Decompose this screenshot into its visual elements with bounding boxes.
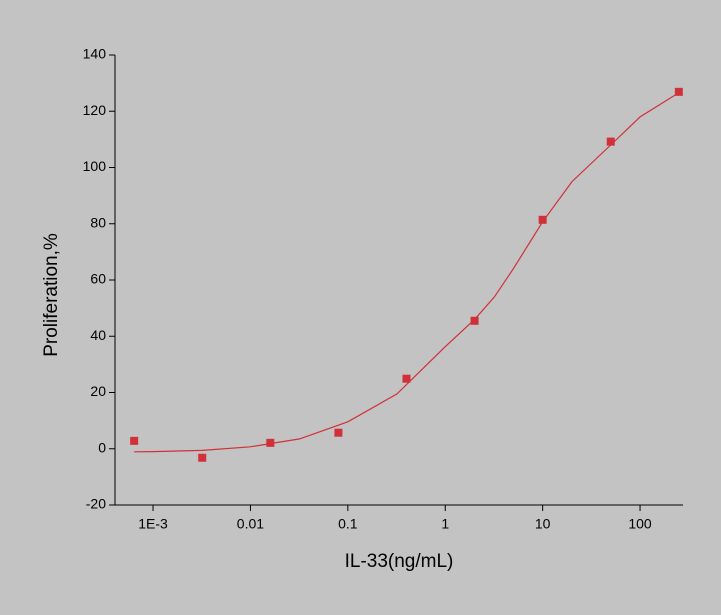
y-tick-label: 100 — [83, 158, 107, 174]
x-tick-label: 0.1 — [338, 516, 358, 532]
y-tick-label: 0 — [98, 439, 106, 455]
data-point — [674, 87, 683, 96]
y-tick-label: 80 — [90, 214, 106, 230]
x-axis-title: IL-33(ng/mL) — [345, 551, 454, 572]
x-tick-label: 0.01 — [237, 516, 264, 532]
data-point — [130, 436, 139, 445]
data-point — [198, 453, 207, 462]
y-tick-label: 60 — [90, 271, 106, 287]
y-tick-label: -20 — [86, 496, 106, 512]
data-point — [606, 137, 615, 146]
y-tick-label: 20 — [90, 383, 106, 399]
data-point — [538, 215, 547, 224]
x-tick-label: 1 — [441, 516, 449, 532]
fit-curve — [134, 92, 680, 453]
y-tick-label: 140 — [83, 46, 107, 62]
x-tick-label: 100 — [628, 516, 652, 532]
y-tick-label: 120 — [83, 102, 107, 118]
x-tick-label: 10 — [535, 516, 551, 532]
x-tick-label: 1E-3 — [138, 516, 168, 532]
data-point — [266, 438, 275, 447]
data-point — [470, 316, 479, 325]
y-axis-title: Proliferation,% — [41, 233, 62, 357]
data-point — [402, 374, 411, 383]
data-point — [334, 428, 343, 437]
y-tick-label: 40 — [90, 327, 106, 343]
